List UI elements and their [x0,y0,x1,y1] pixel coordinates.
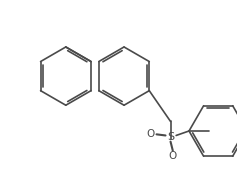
Text: O: O [147,129,155,139]
Text: O: O [169,151,177,161]
Text: S: S [167,132,174,142]
